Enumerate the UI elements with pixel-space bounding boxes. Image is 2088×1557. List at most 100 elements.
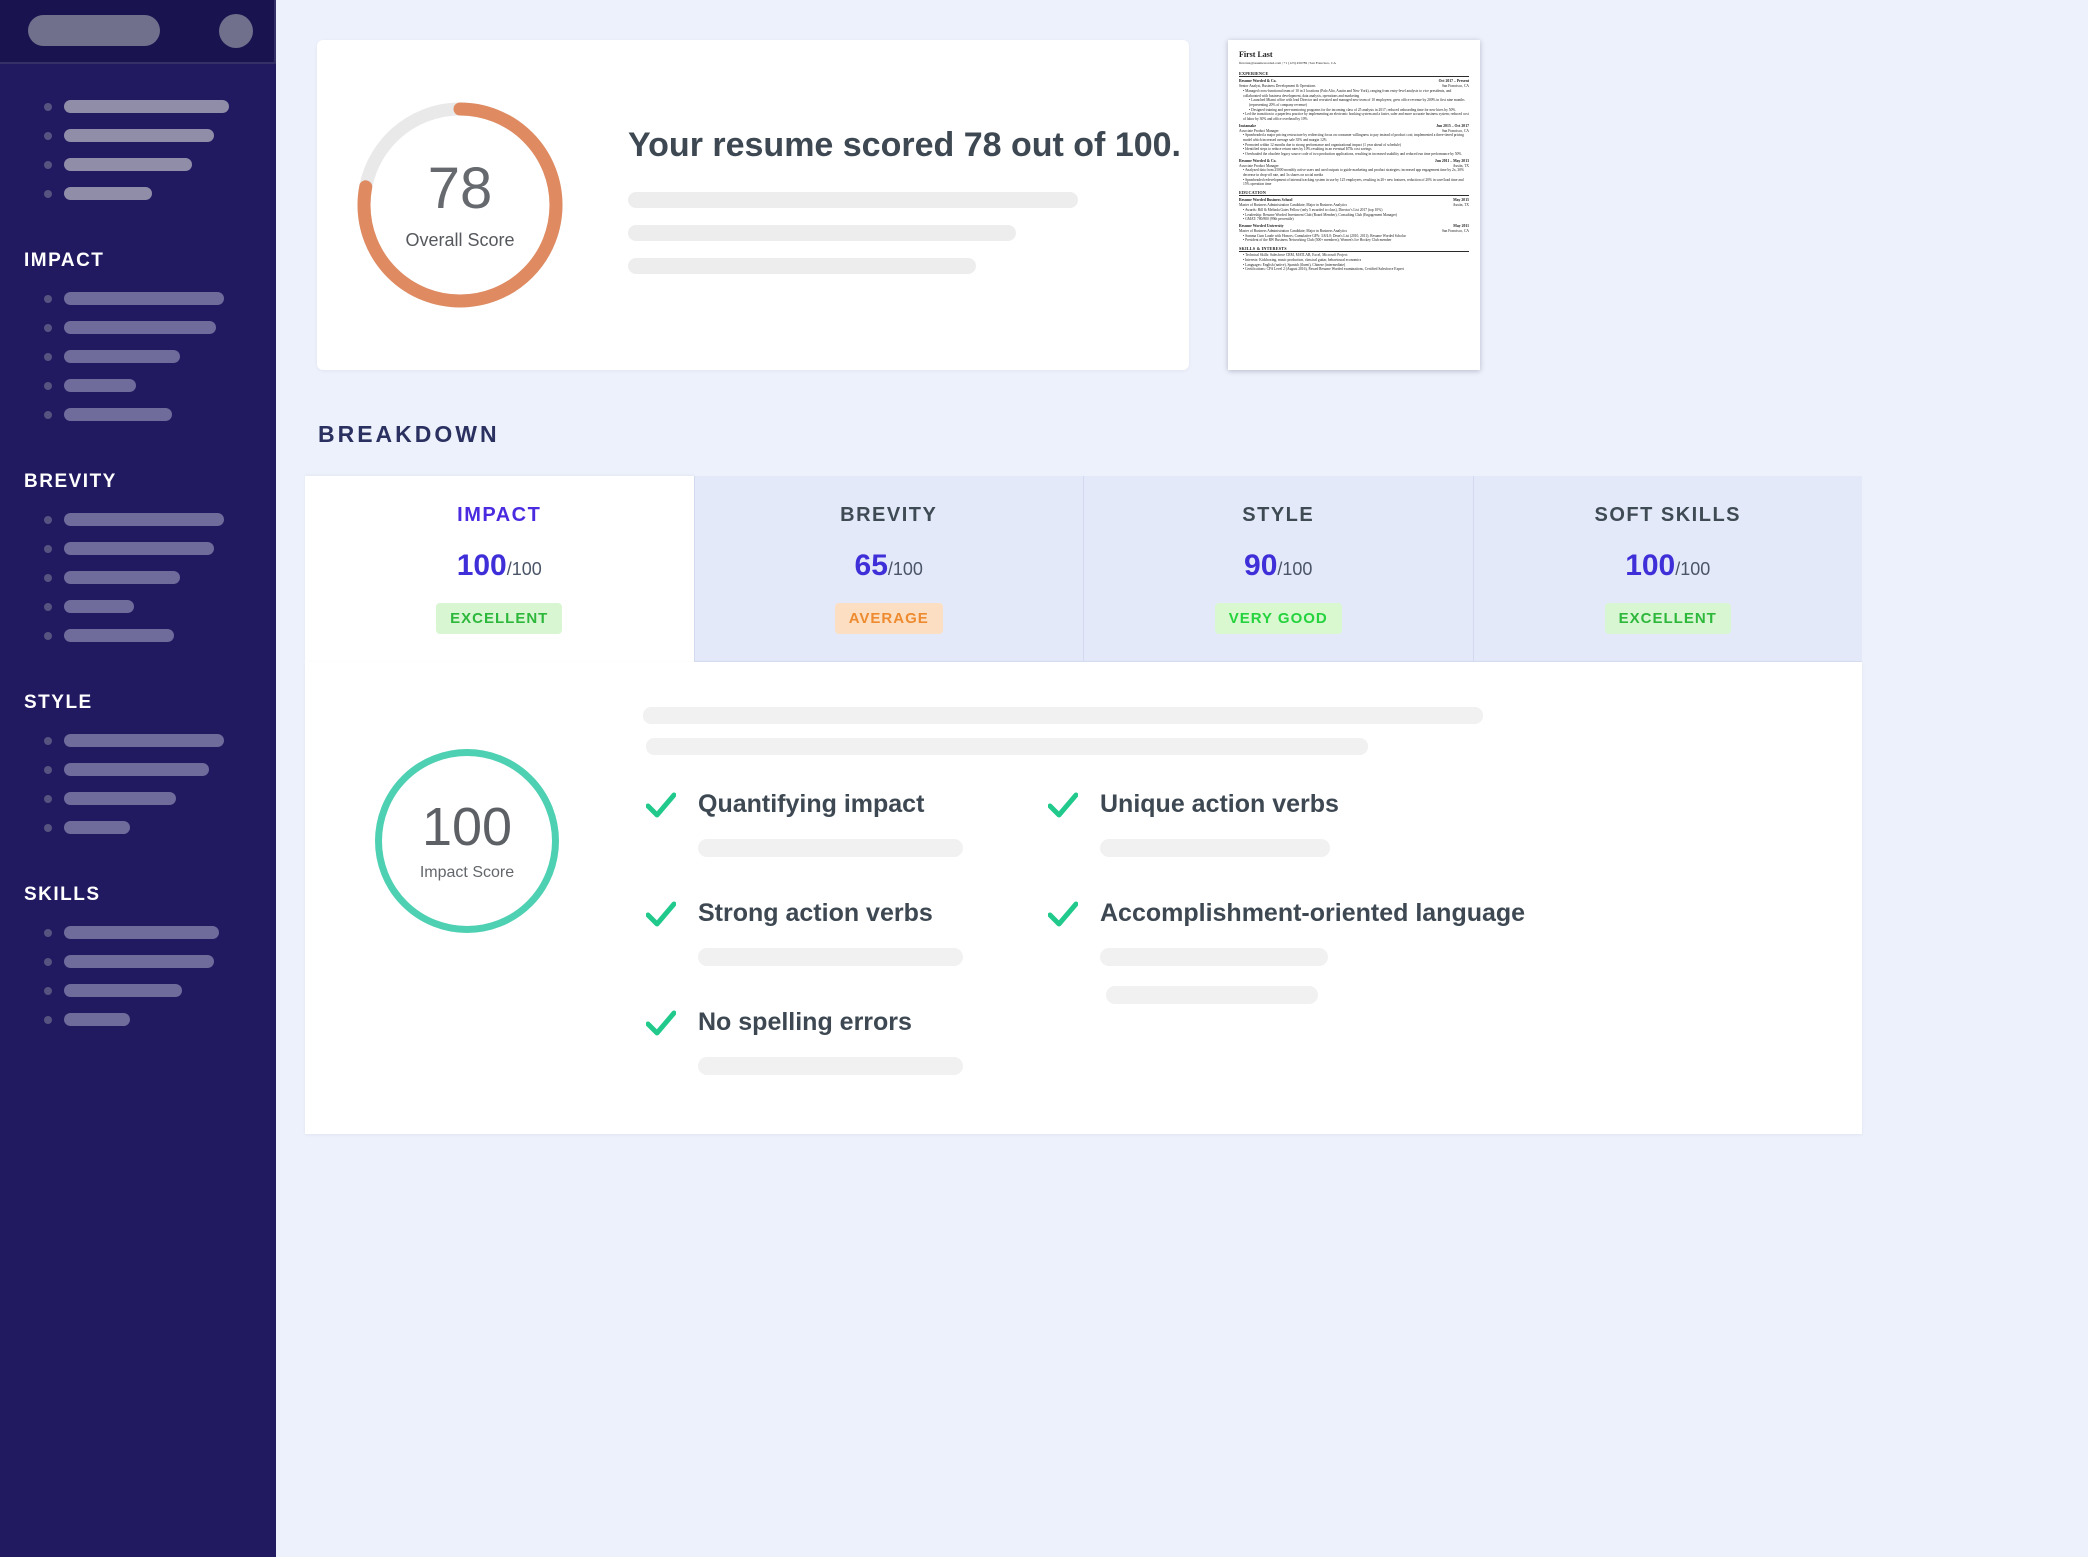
- sidebar-nav-item[interactable]: [44, 926, 276, 939]
- bullet-icon: [44, 602, 52, 611]
- bullet-icon: [44, 381, 52, 390]
- checkmark-icon: [1047, 901, 1079, 1004]
- bullet-icon: [44, 294, 52, 303]
- bullet-icon: [44, 928, 52, 937]
- checkmark-icon: [645, 901, 677, 966]
- resume-line: • Interests: Kickboxing, music productio…: [1243, 258, 1362, 263]
- sidebar-nav-item[interactable]: [44, 984, 276, 997]
- impact-score-label: Impact Score: [419, 864, 515, 881]
- tab-badge: EXCELLENT: [1604, 602, 1731, 634]
- tab-badge: AVERAGE: [834, 602, 943, 634]
- sidebar-nav-item[interactable]: [44, 408, 276, 421]
- resume-line: • Leadership: Resume Worded Investment C…: [1243, 212, 1398, 217]
- placeholder-text-bar: [1106, 986, 1318, 1004]
- resume-line: Resume Worded University May 2011: [1239, 223, 1469, 228]
- check-item: No spelling errors: [645, 1008, 963, 1075]
- sidebar-nav-item[interactable]: [44, 513, 276, 526]
- resume-line: • President of the RW Business Networkin…: [1243, 238, 1392, 243]
- sidebar-nav-item[interactable]: [44, 350, 276, 363]
- sidebar-nav-item[interactable]: [44, 571, 276, 584]
- sidebar-nav-item[interactable]: [44, 1013, 276, 1026]
- resume-line: Master of Business Administration Candid…: [1239, 203, 1469, 208]
- resume-line: Master of Business Administration Candid…: [1239, 228, 1469, 233]
- tab-label: STYLE: [1242, 503, 1315, 526]
- check-item: Quantifying impact: [645, 790, 963, 857]
- tab-label: BREVITY: [840, 503, 938, 526]
- bullet-icon: [44, 986, 52, 995]
- resume-line: • Certifications: CFA Level 2 (August 20…: [1243, 267, 1404, 272]
- sidebar-nav-item[interactable]: [44, 821, 276, 834]
- resume-line: • Promoted within 12 months due to stron…: [1243, 142, 1401, 147]
- overall-score-card: 78 Overall Score Your resume scored 78 o…: [317, 40, 1189, 370]
- bullet-icon: [44, 573, 52, 582]
- bullet-icon: [44, 631, 52, 640]
- bullet-icon: [44, 794, 52, 803]
- sidebar-section-title: SKILLS: [24, 884, 101, 905]
- bullet-icon: [44, 131, 52, 140]
- bullet-icon: [44, 189, 52, 198]
- sidebar-nav-item[interactable]: [44, 187, 276, 200]
- sidebar-nav-item[interactable]: [44, 158, 276, 171]
- sidebar: IMPACT BREVITY STYLE SKILLS: [0, 0, 276, 1557]
- sidebar-nav-item[interactable]: [44, 734, 276, 747]
- bullet-icon: [44, 352, 52, 361]
- resume-line: • Overhauled the obsolete legacy source …: [1243, 151, 1462, 156]
- resume-line: Instamake Jun 2015 – Oct 2017: [1239, 123, 1469, 128]
- impact-detail-panel: 100 Impact Score Quantifying impact Uniq…: [305, 662, 1862, 1134]
- resume-line: Senior Analyst, Business Development & O…: [1239, 84, 1469, 89]
- score-headline: Your resume scored 78 out of 100.: [628, 126, 1181, 164]
- bullet-icon: [44, 323, 52, 332]
- sidebar-nav-item[interactable]: [44, 955, 276, 968]
- sidebar-section-style: STYLE: [24, 692, 276, 834]
- main-content: 78 Overall Score Your resume scored 78 o…: [276, 0, 2088, 1557]
- resume-line: • Identified steps to reduce return rate…: [1243, 147, 1372, 152]
- resume-line: • Managed cross-functional team of 10 in…: [1243, 88, 1452, 98]
- resume-line: • Spearheaded redevelopment of internal …: [1243, 177, 1464, 187]
- placeholder-text-bar: [628, 225, 1016, 241]
- placeholder-text-bar: [1100, 839, 1330, 857]
- resume-line: • Summa Cum Laude with Honors; Cumulativ…: [1243, 233, 1406, 238]
- breakdown-title: BREAKDOWN: [318, 421, 500, 447]
- resume-line: SKILLS & INTERESTS: [1239, 246, 1469, 253]
- bullet-icon: [44, 160, 52, 169]
- placeholder-text-bar: [628, 258, 976, 274]
- sidebar-nav-item[interactable]: [44, 129, 276, 142]
- sidebar-nav-item[interactable]: [44, 792, 276, 805]
- sidebar-nav-item[interactable]: [44, 379, 276, 392]
- tab-score: 90/100: [1244, 548, 1313, 582]
- avatar[interactable]: [219, 14, 253, 48]
- resume-thumbnail-content: First Last first.last@resumeworded.com | …: [1239, 50, 1469, 272]
- impact-score-circle: 100 Impact Score: [375, 749, 559, 933]
- tab-soft-skills[interactable]: SOFT SKILLS 100/100 EXCELLENT: [1472, 476, 1862, 662]
- resume-line: • Technical Skills: Salesforce CRM, MATL…: [1243, 253, 1348, 258]
- sidebar-nav-item[interactable]: [44, 321, 276, 334]
- placeholder-text-bar: [698, 948, 963, 966]
- placeholder-text-bar: [643, 707, 1483, 724]
- resume-line: • Designed training and peer-mentoring p…: [1249, 107, 1456, 112]
- sidebar-nav-item[interactable]: [44, 629, 276, 642]
- check-item: Accomplishment-oriented language: [1047, 899, 1525, 1004]
- resume-line: First Last: [1239, 50, 1273, 59]
- resume-line: EXPERIENCE: [1239, 71, 1469, 78]
- bullet-icon: [44, 515, 52, 524]
- bullet-icon: [44, 823, 52, 832]
- tab-style[interactable]: STYLE 90/100 VERY GOOD: [1083, 476, 1473, 662]
- tab-impact[interactable]: IMPACT 100/100 EXCELLENT: [305, 476, 694, 662]
- tab-brevity[interactable]: BREVITY 65/100 AVERAGE: [693, 476, 1083, 662]
- check-label: No spelling errors: [698, 1008, 912, 1036]
- resume-thumbnail[interactable]: First Last first.last@resumeworded.com | …: [1228, 40, 1480, 370]
- bullet-icon: [44, 410, 52, 419]
- sidebar-nav-item[interactable]: [44, 600, 276, 613]
- resume-line: Resume Worded Business School May 2015: [1239, 198, 1469, 203]
- sidebar-nav-item[interactable]: [44, 763, 276, 776]
- resume-line: • Languages: English (native), Spanish (…: [1243, 262, 1346, 267]
- bullet-icon: [44, 544, 52, 553]
- tab-label: SOFT SKILLS: [1594, 503, 1741, 526]
- logo-placeholder: [28, 15, 160, 46]
- sidebar-section-title: BREVITY: [24, 471, 117, 492]
- sidebar-nav-item[interactable]: [44, 100, 276, 113]
- sidebar-header: [0, 0, 276, 64]
- sidebar-section-skills: SKILLS: [24, 884, 276, 1026]
- sidebar-nav-item[interactable]: [44, 292, 276, 305]
- sidebar-nav-item[interactable]: [44, 542, 276, 555]
